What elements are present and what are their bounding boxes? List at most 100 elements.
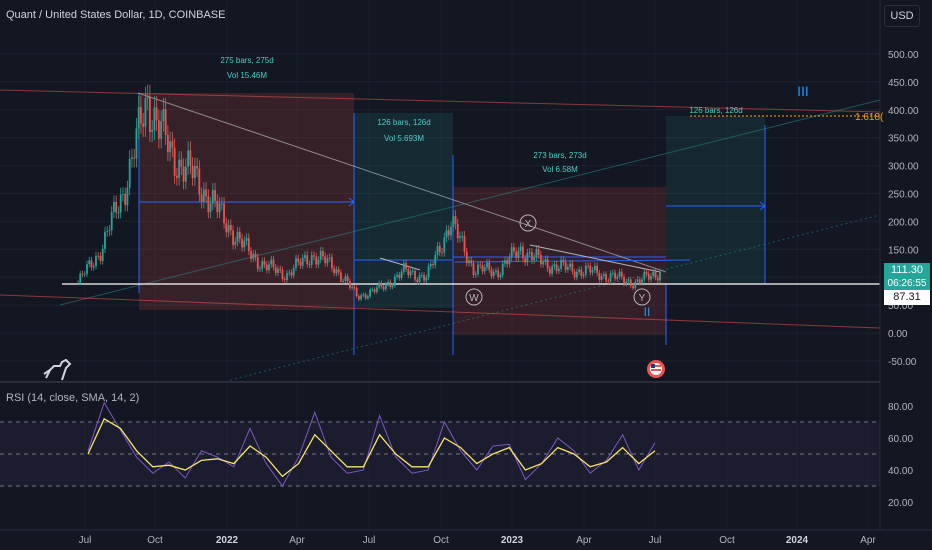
time-tick: 2022 [216,535,239,546]
candle-body [207,196,210,213]
candle-body [297,258,300,262]
candle-body [609,273,612,282]
candle-body [200,194,203,202]
candle-body [557,268,560,272]
candle-body [171,141,174,148]
candle-body [274,267,277,274]
candle-body [452,216,455,227]
candle-body [652,271,655,276]
candle-body [598,272,601,281]
current-price: 111.30 [890,264,923,276]
candle-body [227,224,230,233]
candle-body [191,165,194,179]
candle-body [184,166,187,182]
candle-body [104,231,106,249]
range4-bars-label: 126 bars, 126d [689,106,742,115]
time-tick: 2024 [786,535,809,546]
candle-body [497,270,500,278]
candle-body [79,273,82,283]
svg-text:Y: Y [639,293,646,304]
time-tick: Apr [576,535,592,546]
candle-body [313,255,315,257]
candle-body [656,277,659,281]
candle-body [465,251,468,264]
candle-body [513,247,515,252]
candle-body [263,261,266,265]
candle-body [504,260,506,264]
wave-iii-label: III [797,83,809,99]
candle-body [322,251,324,257]
time-tick: Oct [147,535,163,546]
rsi-tick: 40.00 [888,466,913,477]
candle-body [187,150,190,167]
range3-bars-label: 273 bars, 273d [533,151,586,160]
candle-body [90,260,93,268]
candle-body [398,274,401,278]
time-axis[interactable]: Jul Oct 2022 Apr Jul Oct 2023 Apr Jul Oct 2024 Apr [79,535,877,546]
candle-body [461,236,464,237]
candle-body [528,252,531,253]
candle-body [551,266,554,274]
currency-selector[interactable]: USD [884,5,920,27]
candle-body [259,268,261,270]
candle-body [501,263,504,276]
candle-body [108,230,111,232]
candle-body [196,166,198,169]
candle-body [189,150,192,166]
candle-body [587,265,589,267]
candle-body [607,280,610,282]
candle-body [99,255,102,261]
rsi-line [87,401,656,487]
candle-body [337,269,340,273]
candle-body [268,264,270,271]
candle-body [584,265,587,275]
candle-body [232,230,234,245]
candle-body [526,252,529,263]
candle-body [81,273,84,275]
candle-body [164,109,167,136]
candle-body [362,294,365,296]
candle-body [611,272,614,274]
candle-body [133,157,136,159]
candle-body [364,294,367,299]
candle-body [220,203,223,205]
price-axis[interactable]: 500.00 450.00 400.00 350.00 300.00 250.00 200.… [888,50,919,368]
rsi-sma-line [87,417,656,478]
candle-body [400,271,403,278]
candle-body [126,187,129,206]
candle-body [157,120,160,139]
candle-body [600,276,603,281]
candle-body [288,272,291,274]
wave-x-marker: X [519,214,537,232]
time-tick: Jul [649,535,662,546]
candle-body [427,266,430,278]
candle-body [256,257,259,269]
candle-body [542,261,545,265]
us-flag-event-icon[interactable] [647,360,665,378]
candle-body [178,159,181,178]
candle-body [88,260,91,265]
candle-body [647,273,650,280]
candle-body [459,236,461,239]
rsi-lines [87,401,656,487]
candle-body [616,276,619,279]
candle-body [236,231,239,242]
candle-body [402,263,405,272]
candle-body [555,264,558,272]
candle-body [110,211,113,231]
candle-body [243,240,246,248]
candle-body [180,159,183,167]
candle-body [304,255,306,258]
candle-body [135,128,138,159]
rsi-axis[interactable]: 80.00 60.00 40.00 20.00 [888,402,913,509]
candle-body [569,263,572,268]
candle-body [344,276,347,281]
candle-body [144,98,147,127]
candle-body [290,272,293,276]
rsi-title[interactable]: RSI (14, close, SMA, 14, 2) [6,392,140,404]
candle-body [306,255,309,265]
candle-body [602,274,605,277]
candle-body [292,267,295,276]
candle-body [214,190,216,201]
